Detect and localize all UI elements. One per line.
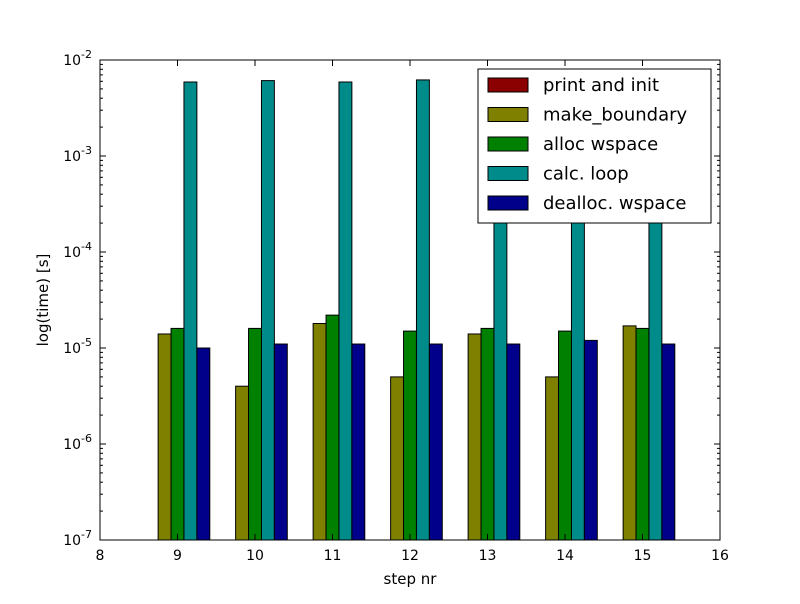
- legend-swatch: [487, 77, 529, 93]
- x-tick-label: 15: [634, 548, 652, 564]
- legend-label: print and init: [543, 75, 659, 96]
- y-tick-exponent: -4: [81, 240, 92, 253]
- bar-alloc-wspace-15: [635, 327, 650, 541]
- bar-make-boundary-9: [157, 333, 172, 541]
- legend-label: dealloc. wspace: [543, 193, 686, 214]
- x-tick-label: 8: [96, 548, 105, 564]
- bar-calc-loop-9: [183, 81, 198, 541]
- legend-swatch: [487, 107, 529, 122]
- bar-make-boundary-12: [390, 376, 405, 541]
- bar-dealloc-wspace-12: [428, 343, 443, 541]
- y-tick-exponent: -3: [81, 144, 92, 157]
- bar-calc-loop-12: [415, 79, 430, 541]
- y-tick-base: 10: [63, 437, 81, 453]
- bar-dealloc-wspace-14: [583, 339, 598, 541]
- x-tick-label: 11: [324, 548, 342, 564]
- legend-label: alloc wspace: [543, 134, 658, 155]
- bar-make-boundary-15: [622, 325, 637, 541]
- x-axis-label: step nr: [384, 570, 438, 588]
- y-tick-label: 10-2: [63, 48, 92, 69]
- y-tick-label: 10-5: [63, 336, 92, 357]
- bar-alloc-wspace-10: [248, 327, 262, 541]
- y-tick-exponent: -7: [81, 528, 92, 541]
- legend-swatch: [487, 166, 529, 181]
- y-tick-base: 10: [63, 341, 81, 357]
- y-tick-label: 10-7: [63, 528, 92, 549]
- bar-alloc-wspace-14: [558, 330, 572, 541]
- legend-swatch: [487, 195, 529, 211]
- x-tick-label: 16: [711, 548, 729, 564]
- bar-dealloc-wspace-10: [273, 343, 288, 541]
- x-tick-label: 10: [246, 548, 264, 564]
- y-axis-label: log(time) [s]: [34, 254, 52, 347]
- bar-make-boundary-11: [312, 322, 327, 541]
- y-tick-base: 10: [63, 245, 81, 261]
- bar-alloc-wspace-13: [480, 327, 495, 541]
- bars-layer: [157, 79, 676, 541]
- y-tick-base: 10: [63, 533, 81, 549]
- bar-dealloc-wspace-9: [196, 347, 211, 541]
- x-tick-label: 14: [556, 548, 574, 564]
- x-tick-label: 9: [173, 548, 182, 564]
- y-tick-exponent: -5: [81, 336, 92, 349]
- y-tick-label: 10-3: [63, 144, 92, 165]
- bar-dealloc-wspace-13: [506, 343, 521, 541]
- bar-alloc-wspace-11: [325, 314, 340, 541]
- y-tick-label: 10-4: [63, 240, 92, 261]
- bar-alloc-wspace-12: [403, 330, 417, 541]
- legend-label: make_boundary: [543, 105, 688, 126]
- x-tick-label: 13: [479, 548, 497, 564]
- x-tick-label: 12: [401, 548, 419, 564]
- bar-dealloc-wspace-15: [661, 343, 676, 541]
- bar-make-boundary-13: [467, 333, 482, 541]
- y-tick-base: 10: [63, 149, 81, 165]
- bar-calc-loop-11: [338, 81, 353, 541]
- y-tick-exponent: -6: [81, 432, 92, 445]
- y-tick-base: 10: [63, 53, 81, 69]
- legend-label: calc. loop: [543, 164, 629, 185]
- legend-swatch: [487, 136, 529, 152]
- y-tick-exponent: -2: [81, 48, 92, 61]
- bar-make-boundary-10: [235, 385, 250, 541]
- bar-make-boundary-14: [545, 376, 560, 541]
- bar-calc-loop-10: [260, 80, 275, 541]
- bar-alloc-wspace-9: [170, 327, 185, 541]
- bar-dealloc-wspace-11: [351, 343, 366, 541]
- y-tick-label: 10-6: [63, 432, 92, 453]
